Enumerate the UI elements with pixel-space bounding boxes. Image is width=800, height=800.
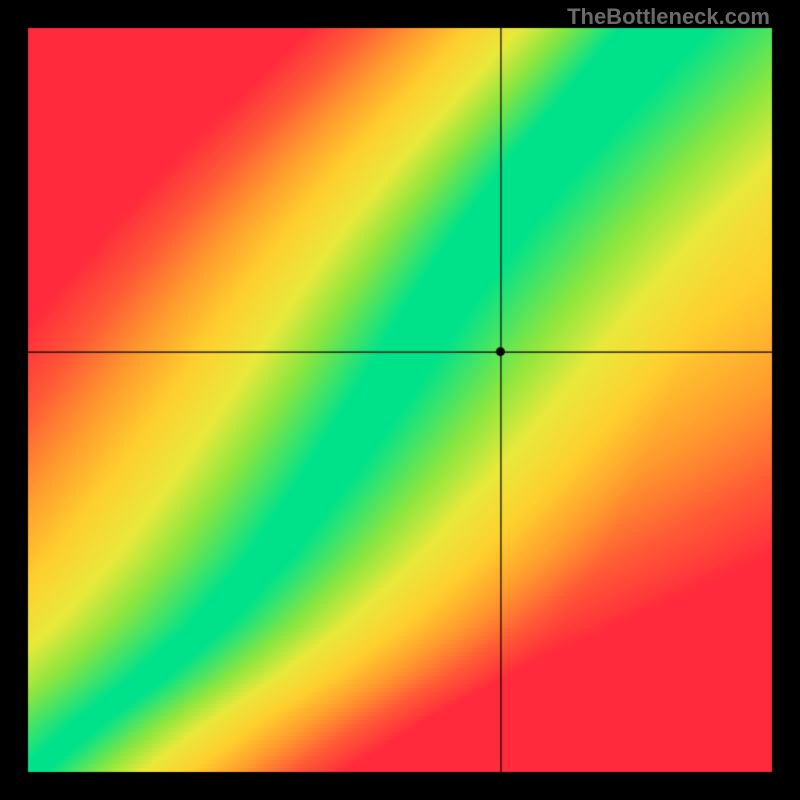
- watermark-text: TheBottleneck.com: [567, 4, 770, 30]
- heatmap-canvas: [0, 0, 800, 800]
- chart-container: TheBottleneck.com: [0, 0, 800, 800]
